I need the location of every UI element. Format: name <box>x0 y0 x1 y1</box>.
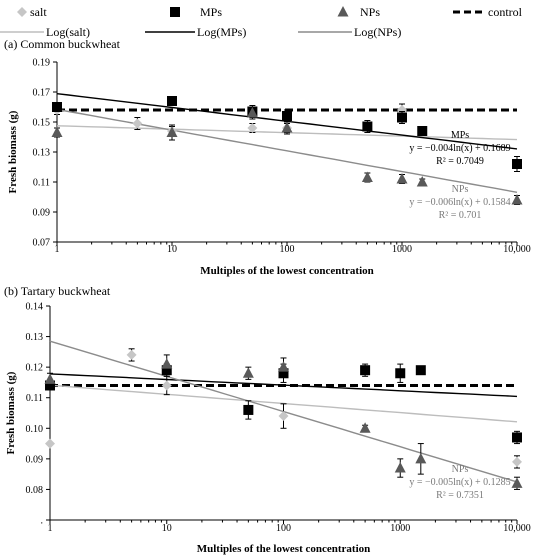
panel-title: (b) Tartary buckwheat <box>4 284 111 298</box>
x-tick-label: 10 <box>162 523 172 534</box>
x-tick-label: 1 <box>55 244 60 255</box>
data-point-mps <box>395 368 406 379</box>
data-point-salt <box>161 380 172 391</box>
fit-equation-annotation: R² = 0.701 <box>439 210 482 221</box>
data-point-nps <box>394 462 406 473</box>
y-tick-label: 0.11 <box>26 393 43 404</box>
data-point-nps <box>166 126 178 137</box>
data-point-nps <box>246 107 258 118</box>
data-point-mps <box>415 365 426 376</box>
fit-equation-annotation: R² = 0.7351 <box>436 490 484 501</box>
y-tick-label: 0.13 <box>26 332 44 343</box>
chart-panel-b: (b) Tartary buckwheat. 0.08 0.09 0.10 0.11 0.… <box>4 284 531 555</box>
fit-equation-annotation: NPs <box>452 184 469 195</box>
data-point-salt <box>512 456 522 467</box>
panel-title: (a) Common buckwheat <box>4 37 121 51</box>
legend-label-salt: salt <box>30 5 47 19</box>
data-point-mps <box>360 365 371 376</box>
data-point-salt <box>247 123 258 133</box>
data-point-nps <box>359 422 371 433</box>
fit-equation-annotation: y = −0.004ln(x) + 0.1689 <box>409 143 510 154</box>
data-point-mps <box>397 112 407 123</box>
fit-equation-annotation: R² = 0.7049 <box>436 156 484 167</box>
y-tick-label: 0.11 <box>33 178 50 189</box>
data-point-salt <box>126 349 137 360</box>
x-tick-label: 100 <box>280 244 295 255</box>
data-point-nps <box>44 373 56 384</box>
data-point-mps <box>362 121 373 132</box>
legend: salt MPs NPs control Log(salt) Log(MPs) Log(NP… <box>0 5 523 39</box>
data-point-nps <box>161 358 173 369</box>
data-point-mps <box>282 111 292 121</box>
x-tick-label: 10 <box>167 244 177 255</box>
x-axis-label: Multiples of the lowest concentration <box>197 543 371 555</box>
x-tick-label: 1000 <box>390 523 410 534</box>
data-point-nps <box>51 126 63 137</box>
legend-label-log_nps: Log(NPs) <box>354 25 401 39</box>
y-axis-label: Fresh biomass (g) <box>5 371 17 454</box>
x-tick-label: 1000 <box>392 244 412 255</box>
legend-diamond-icon <box>17 7 27 17</box>
fit-equation-annotation: y = −0.006ln(x) + 0.1584 <box>409 197 510 208</box>
fit-equation-annotation: MPs <box>451 130 469 141</box>
x-tick-label: 100 <box>276 523 291 534</box>
data-point-nps <box>396 173 408 184</box>
legend-label-nps: NPs <box>360 5 380 19</box>
data-point-salt <box>278 411 289 422</box>
legend-label-control: control <box>488 5 523 19</box>
data-point-salt <box>45 438 55 449</box>
data-point-nps <box>278 361 289 372</box>
data-point-mps <box>243 404 254 415</box>
y-tick-label: 0.19 <box>33 58 51 69</box>
y-tick-label: . <box>41 516 44 527</box>
x-axis-label: Multiples of the lowest concentration <box>200 265 374 277</box>
data-point-nps <box>511 477 523 488</box>
y-tick-label: 0.14 <box>26 302 44 313</box>
x-tick-label: 10,000 <box>503 244 531 255</box>
data-point-nps <box>242 367 254 378</box>
legend-label-log_mps: Log(MPs) <box>197 25 246 39</box>
y-tick-label: 0.15 <box>33 118 51 129</box>
data-point-nps <box>415 452 427 464</box>
legend-label-mps: MPs <box>200 5 222 19</box>
data-point-salt <box>132 118 143 129</box>
data-point-nps <box>511 194 523 205</box>
chart-panel-a: (a) Common buckwheat 0.07 0.09 0.11 0.13 0.15… <box>4 37 531 277</box>
legend-triangle-icon <box>337 6 349 17</box>
fit-equation-annotation: y = −0.005ln(x) + 0.1285 <box>409 477 510 488</box>
data-point-mps <box>512 159 522 169</box>
y-tick-label: 0.09 <box>33 208 51 219</box>
fit-equation-annotation: NPs <box>452 464 469 475</box>
legend-label-log_salt: Log(salt) <box>46 25 90 39</box>
y-tick-label: 0.07 <box>33 238 51 249</box>
data-point-nps <box>281 122 293 133</box>
y-axis-label: Fresh biomass (g) <box>7 110 19 193</box>
data-point-mps <box>512 432 522 443</box>
y-tick-label: 0.17 <box>33 88 51 99</box>
y-tick-label: 0.13 <box>33 148 51 159</box>
data-point-mps <box>417 126 428 136</box>
x-tick-label: 1 <box>48 523 53 534</box>
legend-square-icon <box>170 7 180 17</box>
y-tick-label: 0.09 <box>26 454 44 465</box>
y-tick-label: 0.10 <box>26 424 44 435</box>
fit-line-logmps <box>49 373 518 398</box>
data-point-mps <box>52 102 62 112</box>
data-point-nps <box>416 176 428 187</box>
y-tick-label: 0.08 <box>26 485 44 496</box>
x-tick-label: 10,000 <box>503 523 531 534</box>
data-point-nps <box>361 171 373 182</box>
y-tick-label: 0.12 <box>26 363 44 374</box>
data-point-mps <box>167 96 177 106</box>
